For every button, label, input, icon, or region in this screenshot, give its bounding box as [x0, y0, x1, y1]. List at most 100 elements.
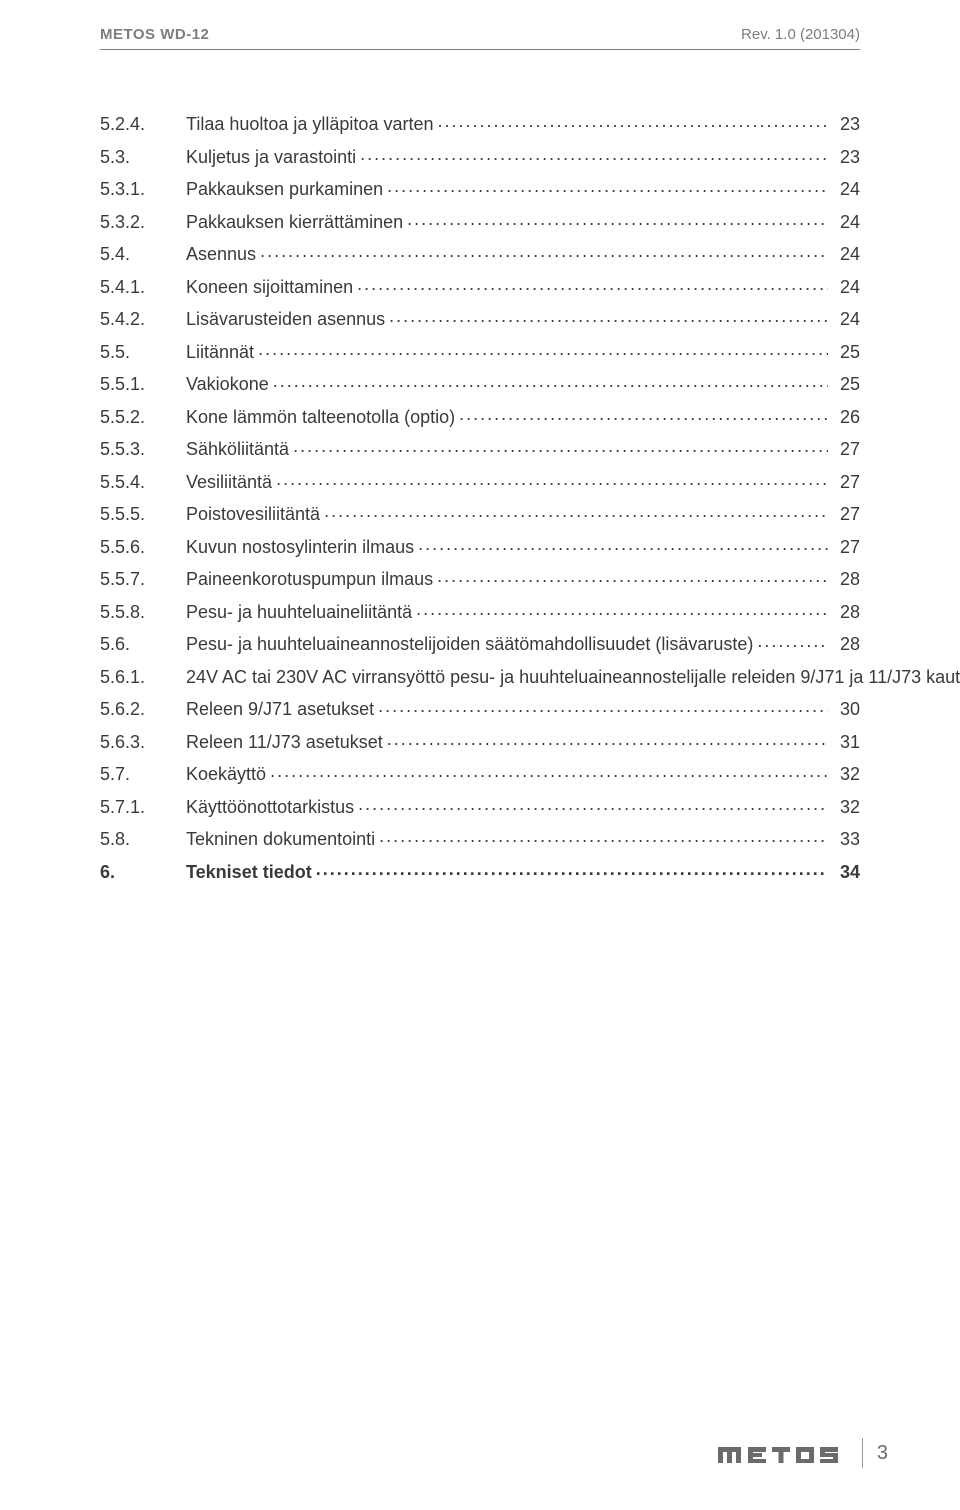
toc-page: 31 [832, 733, 860, 751]
toc-leader-dots [258, 340, 828, 358]
toc-title: Asennus [186, 245, 256, 263]
toc-number: 5.5.6. [100, 538, 186, 556]
toc-row: 5.6.3.Releen 11/J73 asetukset 31 [100, 730, 860, 751]
toc-page: 32 [832, 765, 860, 783]
toc-row: 5.7.1.Käyttöönottotarkistus 32 [100, 795, 860, 816]
header-rule [100, 49, 860, 50]
revision-label: Rev. 1.0 (201304) [741, 26, 860, 43]
toc-row: 5.5.8.Pesu- ja huuhteluaineliitäntä28 [100, 600, 860, 621]
toc-leader-dots [324, 502, 828, 520]
toc-number: 5.3.2. [100, 213, 186, 231]
toc-leader-dots [416, 600, 828, 618]
toc-page: 32 [832, 798, 860, 816]
toc-leader-dots [378, 697, 828, 715]
page-footer: 3 [718, 1438, 888, 1468]
toc-title: Vesiliitäntä [186, 473, 272, 491]
toc-leader-dots [437, 567, 828, 585]
toc-title: Sähköliitäntä [186, 440, 289, 458]
toc-leader-dots [276, 470, 828, 488]
toc-number: 5.5.5. [100, 505, 186, 523]
toc-page: 24 [832, 245, 860, 263]
toc-row: 5.3.Kuljetus ja varastointi23 [100, 145, 860, 166]
toc-number: 5.5.2. [100, 408, 186, 426]
footer-separator [862, 1438, 863, 1468]
toc-leader-dots [387, 730, 828, 748]
toc-title: Releen 9/J71 asetukset [186, 700, 374, 718]
toc-number: 5.5. [100, 343, 186, 361]
toc-number: 5.7. [100, 765, 186, 783]
toc-title: Kone lämmön talteenotolla (optio) [186, 408, 455, 426]
product-name: METOS WD-12 [100, 26, 209, 43]
toc-row: 5.3.2.Pakkauksen kierrättäminen24 [100, 210, 860, 231]
toc-title: Pakkauksen kierrättäminen [186, 213, 403, 231]
toc-leader-dots [360, 145, 828, 163]
toc-page: 25 [832, 343, 860, 361]
toc-row: 5.5.3.Sähköliitäntä27 [100, 437, 860, 458]
toc-leader-dots [270, 762, 828, 780]
toc-page: 23 [832, 115, 860, 133]
toc-number: 5.5.4. [100, 473, 186, 491]
toc-leader-dots [316, 860, 828, 878]
toc-page: 27 [832, 473, 860, 491]
toc-title: Liitännät [186, 343, 254, 361]
toc-number: 5.4. [100, 245, 186, 263]
toc-title: Poistovesiliitäntä [186, 505, 320, 523]
toc-page: 28 [832, 603, 860, 621]
toc-title: Tilaa huoltoa ja ylläpitoa varten [186, 115, 433, 133]
toc-number: 5.7.1. [100, 798, 186, 816]
toc-leader-dots [418, 535, 828, 553]
toc-page: 24 [832, 180, 860, 198]
toc-leader-dots [407, 210, 828, 228]
toc-row: 5.4.2.Lisävarusteiden asennus24 [100, 307, 860, 328]
toc-row: 5.4.Asennus 24 [100, 242, 860, 263]
toc-title: Koneen sijoittaminen [186, 278, 353, 296]
toc-leader-dots [273, 372, 828, 390]
toc-number: 5.8. [100, 830, 186, 848]
toc-page: 24 [832, 310, 860, 328]
toc-title: Koekäyttö [186, 765, 266, 783]
toc-leader-dots [379, 827, 828, 845]
toc-page: 33 [832, 830, 860, 848]
toc-number: 5.5.8. [100, 603, 186, 621]
toc-row: 5.2.4.Tilaa huoltoa ja ylläpitoa varten 2… [100, 112, 860, 133]
toc-row: 5.6.2.Releen 9/J71 asetukset 30 [100, 697, 860, 718]
toc-title: 24V AC tai 230V AC virransyöttö pesu- ja… [186, 668, 960, 686]
toc-leader-dots [358, 795, 828, 813]
toc-title: Releen 11/J73 asetukset [186, 733, 383, 751]
toc-number: 5.6.2. [100, 700, 186, 718]
toc-title: Paineenkorotuspumpun ilmaus [186, 570, 433, 588]
toc-row: 5.8.Tekninen dokumentointi33 [100, 827, 860, 848]
toc-title: Kuljetus ja varastointi [186, 148, 356, 166]
toc-title: Käyttöönottotarkistus [186, 798, 354, 816]
toc-page: 34 [832, 863, 860, 881]
toc-number: 5.2.4. [100, 115, 186, 133]
page-number: 3 [877, 1442, 888, 1465]
toc-page: 27 [832, 505, 860, 523]
toc-row: 6.Tekniset tiedot34 [100, 860, 860, 881]
table-of-contents: 5.2.4.Tilaa huoltoa ja ylläpitoa varten 2… [100, 112, 860, 892]
toc-page: 30 [832, 700, 860, 718]
toc-page: 27 [832, 538, 860, 556]
toc-number: 5.6.1. [100, 668, 186, 686]
toc-number: 6. [100, 863, 186, 881]
page: METOS WD-12 Rev. 1.0 (201304) 5.2.4.Tila… [0, 0, 960, 1510]
toc-title: Kuvun nostosylinterin ilmaus [186, 538, 414, 556]
toc-number: 5.3.1. [100, 180, 186, 198]
toc-number: 5.3. [100, 148, 186, 166]
toc-page: 24 [832, 278, 860, 296]
toc-number: 5.6.3. [100, 733, 186, 751]
toc-row: 5.3.1.Pakkauksen purkaminen24 [100, 177, 860, 198]
toc-leader-dots [389, 307, 828, 325]
toc-row: 5.6.1.24V AC tai 230V AC virransyöttö pe… [100, 665, 860, 686]
toc-leader-dots [459, 405, 828, 423]
toc-number: 5.5.7. [100, 570, 186, 588]
toc-page: 26 [832, 408, 860, 426]
toc-row: 5.5.5.Poistovesiliitäntä 27 [100, 502, 860, 523]
toc-row: 5.5.4.Vesiliitäntä 27 [100, 470, 860, 491]
toc-row: 5.5.6.Kuvun nostosylinterin ilmaus 27 [100, 535, 860, 556]
toc-row: 5.4.1.Koneen sijoittaminen24 [100, 275, 860, 296]
toc-page: 28 [832, 635, 860, 653]
toc-page: 28 [832, 570, 860, 588]
toc-title: Vakiokone [186, 375, 269, 393]
toc-row: 5.5.7.Paineenkorotuspumpun ilmaus 28 [100, 567, 860, 588]
